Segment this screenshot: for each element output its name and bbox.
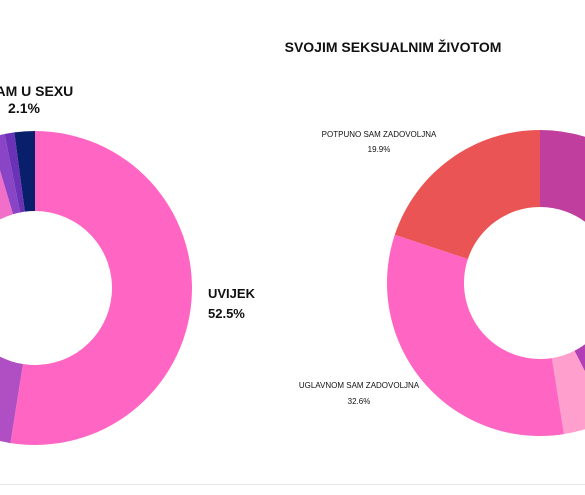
slice-percent-uvijek: 52.5% — [208, 306, 245, 321]
chart1-slice-3 — [0, 133, 21, 215]
donut-chart-satisfaction — [387, 130, 585, 436]
chart1-slice-0 — [10, 131, 193, 446]
chart1-slice-4 — [4, 132, 25, 213]
slice-label-uvijek: UVIJEK — [208, 286, 256, 301]
slice-percent-zivam-u-sexu: 2.1% — [8, 100, 40, 116]
chart1-slice-5 — [14, 131, 36, 212]
slice-percent-uglavnom: 32.6% — [348, 397, 371, 406]
chart1-slice-1 — [0, 356, 23, 444]
slice-label-zivam-u-sexu: ŽIVAM U SEXU — [0, 82, 73, 99]
donut-chart-sex-frequency — [0, 131, 193, 446]
slice-percent-potpuno: 19.9% — [368, 145, 391, 154]
chart2-slice-2 — [551, 350, 585, 435]
slice-label-uglavnom: UGLAVNOM SAM ZADOVOLJNA — [299, 381, 420, 390]
chart2-slice-1 — [574, 344, 585, 372]
chart2-slice-0 — [540, 130, 585, 222]
slice-label-potpuno: POTPUNO SAM ZADOVOLJNA — [322, 130, 437, 139]
chart2-slice-4 — [394, 130, 540, 260]
chart1-slice-2 — [0, 170, 14, 220]
chart-title: SVOJIM SEKSUALNIM ŽIVOTOM — [285, 38, 502, 55]
chart2-slice-3 — [387, 234, 564, 436]
bottom-divider — [0, 484, 585, 485]
